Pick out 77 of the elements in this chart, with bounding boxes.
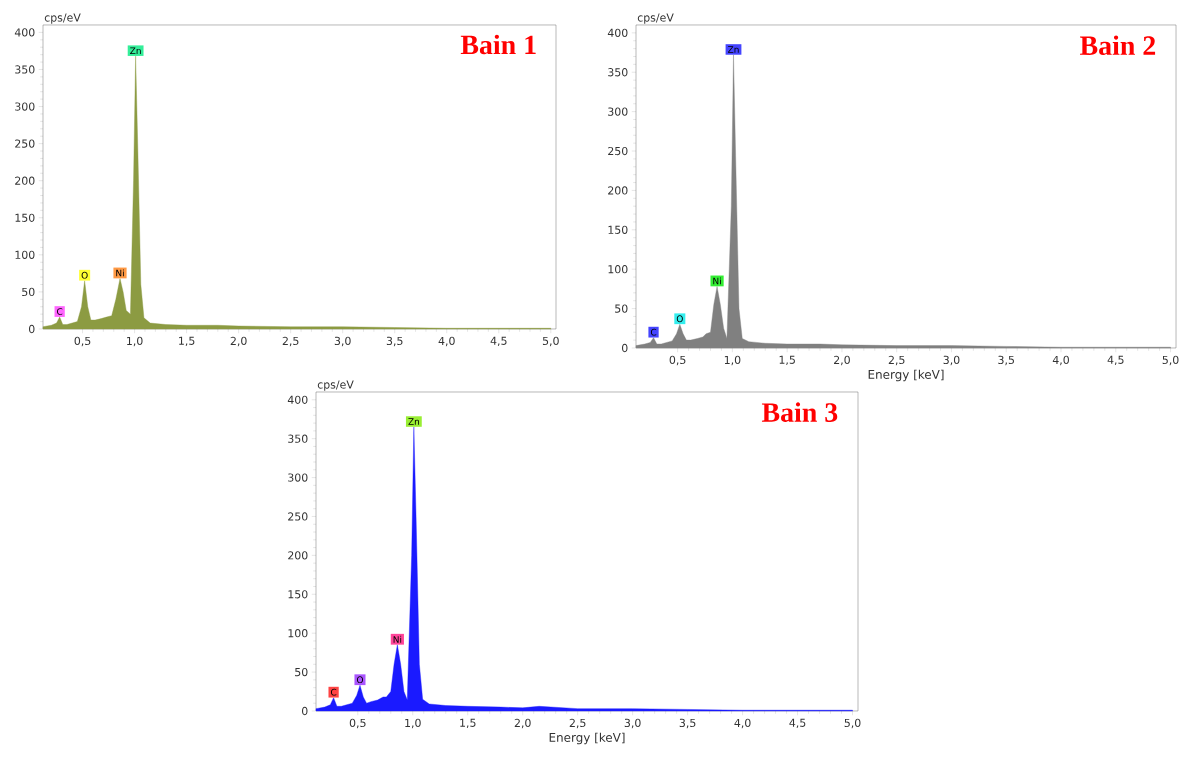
x-tick-label: 1,5 <box>779 355 795 366</box>
y-axis-title: cps/eV <box>317 380 354 391</box>
x-tick-label: 3,5 <box>386 336 403 347</box>
x-tick-label: 4,0 <box>734 718 751 729</box>
y-axis-title: cps/eV <box>637 13 674 24</box>
y-tick-label: 250 <box>288 512 308 521</box>
x-tick-label: 1,0 <box>724 355 741 366</box>
x-tick-label: 2,5 <box>282 336 299 347</box>
y-tick-label: 200 <box>288 551 308 560</box>
x-tick-label: 5,0 <box>542 336 559 347</box>
y-tick-label: 250 <box>15 139 35 148</box>
annotation: Ni <box>713 277 721 285</box>
y-tick-label: 300 <box>608 107 628 116</box>
annotation: O <box>676 315 683 323</box>
x-tick-label: 0,5 <box>669 355 686 366</box>
annotation: C <box>57 308 63 315</box>
annotation: Zn <box>408 418 420 425</box>
y-tick-label: 100 <box>288 629 308 638</box>
y-tick-label: 150 <box>608 225 628 234</box>
y-tick-label: 300 <box>288 473 308 482</box>
chart-title: Bain 2 <box>1080 35 1156 56</box>
annotation: C <box>650 328 657 336</box>
x-tick-label: 4,5 <box>1107 355 1124 366</box>
x-tick-label: 2,0 <box>834 355 850 366</box>
x-tick-label: 3,5 <box>998 355 1014 366</box>
x-tick-label: 5,0 <box>844 718 861 729</box>
x-tick-label: 0,5 <box>349 718 366 729</box>
x-tick-label: 2,0 <box>230 336 247 347</box>
x-tick-label: 1,5 <box>179 336 195 347</box>
annotation: O <box>356 676 364 684</box>
x-tick-label: 2,5 <box>569 718 586 729</box>
y-tick-label: 300 <box>15 102 35 111</box>
annotation: Ni <box>393 635 402 643</box>
x-tick-label: 2,5 <box>888 355 905 366</box>
annotation: Ni <box>116 269 124 277</box>
x-tick-label: 4,5 <box>789 718 806 729</box>
annotation: O <box>81 271 88 279</box>
y-tick-label: 250 <box>608 146 628 156</box>
x-tick-label: 5,0 <box>1162 355 1179 366</box>
x-tick-label: 2,0 <box>514 718 531 729</box>
y-tick-label: 150 <box>288 590 308 599</box>
y-tick-label: 400 <box>287 395 308 404</box>
x-axis-title: Energy [keV] <box>868 369 944 382</box>
y-tick-label: 150 <box>15 213 35 222</box>
x-axis-title: Energy [keV] <box>549 732 625 745</box>
x-tick-label: 3,0 <box>334 336 351 347</box>
annotation: Zn <box>727 46 739 53</box>
y-tick-label: 50 <box>22 287 35 297</box>
chart-title: Bain 1 <box>460 34 536 55</box>
x-tick-label: 1,0 <box>127 336 143 347</box>
y-tick-label: 400 <box>607 28 628 37</box>
x-tick-label: 3,5 <box>679 718 696 729</box>
x-tick-label: 1,5 <box>460 718 476 729</box>
x-tick-label: 4,0 <box>438 336 455 347</box>
y-tick-label: 50 <box>615 304 628 313</box>
y-tick-label: 350 <box>288 434 308 443</box>
x-tick-label: 4,0 <box>1052 355 1069 366</box>
x-tick-label: 1,0 <box>405 718 421 729</box>
x-tick-label: 3,0 <box>624 718 641 729</box>
y-tick-label: 200 <box>15 176 35 185</box>
y-tick-label: 400 <box>14 28 35 37</box>
y-tick-label: 200 <box>608 186 628 195</box>
y-tick-label: 350 <box>15 65 35 74</box>
y-tick-label: 0 <box>28 324 35 334</box>
chart-title: Bain 3 <box>761 402 838 422</box>
y-tick-label: 50 <box>295 667 308 677</box>
x-tick-label: 3,0 <box>943 355 960 366</box>
x-tick-label: 4,5 <box>490 336 507 347</box>
annotation: C <box>330 688 337 696</box>
y-tick-label: 350 <box>608 68 628 77</box>
y-tick-label: 0 <box>301 706 308 716</box>
y-tick-label: 100 <box>608 265 628 274</box>
x-tick-label: 0,5 <box>74 336 91 347</box>
annotation: Zn <box>130 47 141 54</box>
y-tick-label: 100 <box>15 250 35 259</box>
y-tick-label: 0 <box>621 343 628 353</box>
y-axis-title: cps/eV <box>44 13 81 24</box>
